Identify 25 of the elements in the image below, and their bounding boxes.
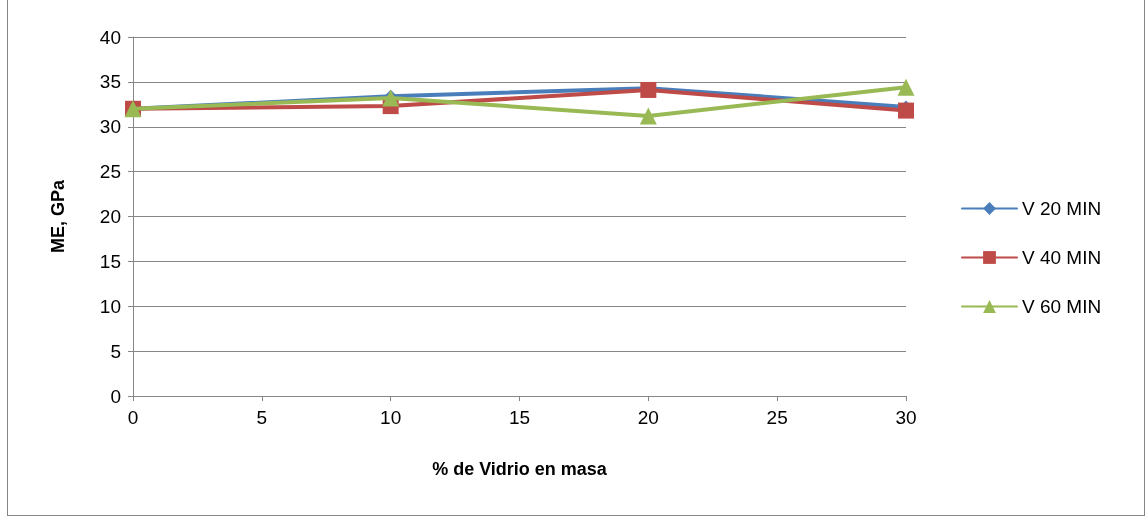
x-tick-label: 15 [508, 407, 531, 428]
legend-label: V 60 MIN [1022, 296, 1102, 317]
y-tick-label: 20 [99, 206, 121, 227]
x-tick-label: 30 [895, 407, 917, 428]
point [897, 78, 915, 96]
y-tick-label: 0 [110, 385, 121, 407]
point [382, 89, 400, 107]
y-tick-label: 5 [110, 340, 121, 362]
legend-label: V 20 MIN [1022, 198, 1102, 219]
x-tick-label: 20 [637, 407, 659, 428]
point [639, 107, 657, 125]
x-tick-label: 0 [127, 407, 139, 428]
y-axis-title: ME, GPa [48, 179, 68, 254]
y-tick-label: 35 [99, 71, 121, 93]
x-tick-label: 25 [766, 407, 788, 428]
y-tick-label: 25 [99, 161, 121, 183]
y-tick-label: 10 [99, 295, 121, 317]
x-tick-label: 10 [380, 407, 402, 428]
x-axis-title: % de Vidrio en masa [432, 459, 608, 479]
x-tick-label: 5 [256, 407, 268, 428]
legend-label: V 40 MIN [1022, 247, 1102, 268]
point [898, 102, 914, 119]
y-tick-label: 15 [99, 250, 121, 272]
y-tick-label: 30 [99, 116, 121, 138]
y-tick-label: 40 [99, 26, 121, 48]
